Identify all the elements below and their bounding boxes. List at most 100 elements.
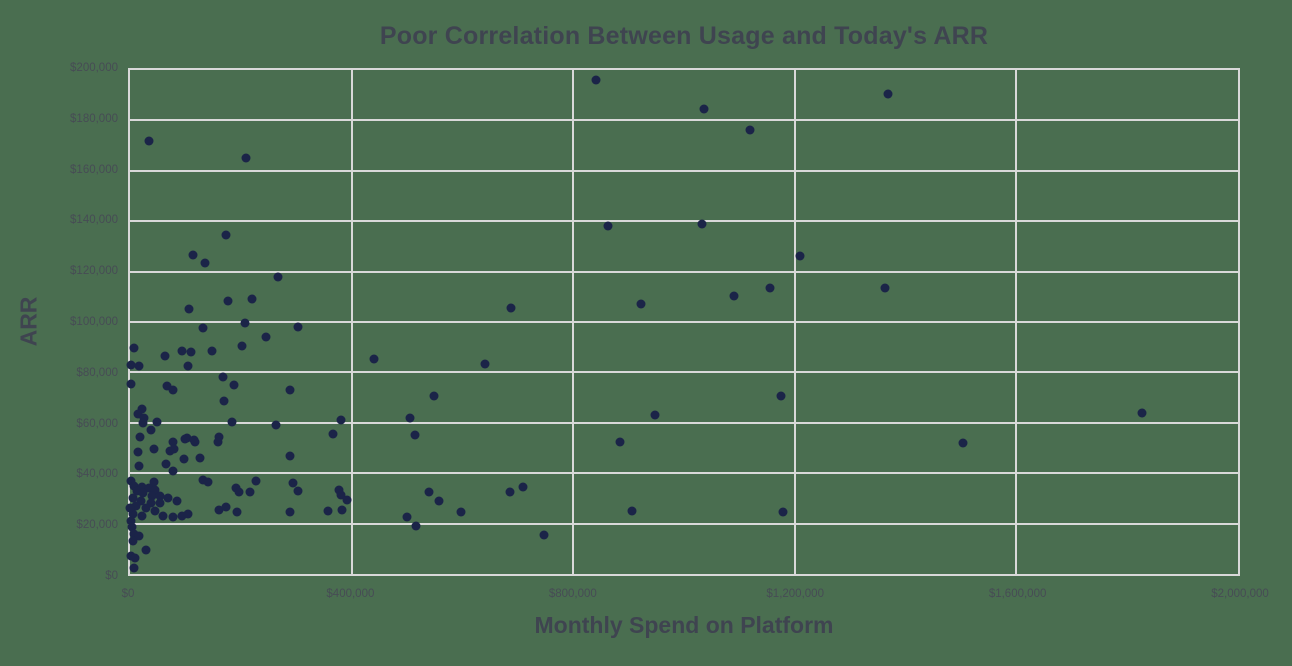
scatter-point — [232, 507, 242, 517]
scatter-point — [603, 221, 613, 231]
scatter-point — [285, 385, 295, 395]
x-axis-title: Monthly Spend on Platform — [534, 612, 834, 638]
h-gridline — [130, 119, 1238, 122]
scatter-point — [699, 104, 709, 114]
scatter-point — [158, 511, 168, 521]
scatter-point — [221, 502, 231, 512]
v-gridline — [350, 70, 353, 574]
scatter-point — [147, 491, 157, 501]
chart-title: Poor Correlation Between Usage and Today… — [379, 22, 989, 50]
scatter-point — [285, 507, 295, 517]
scatter-point — [141, 545, 150, 555]
scatter-point — [137, 482, 147, 492]
plot-area — [125, 68, 1240, 576]
y-tick-label: $180,000 — [70, 112, 118, 125]
scatter-point — [138, 418, 148, 428]
scatter-point — [183, 509, 193, 519]
scatter-point — [213, 437, 223, 447]
h-gridline — [130, 270, 1238, 273]
scatter-point — [186, 347, 196, 357]
scatter-point — [402, 512, 412, 522]
x-tick-label: $1,200,000 — [766, 588, 824, 600]
scatter-point — [128, 493, 138, 503]
scatter-point — [125, 503, 135, 513]
scatter-point — [150, 485, 160, 495]
scatter-point — [958, 438, 968, 448]
scatter-point — [198, 323, 208, 333]
scatter-point — [126, 516, 136, 526]
scatter-point — [152, 417, 162, 427]
scatter-point — [138, 488, 148, 498]
scatter-point — [293, 486, 303, 496]
scatter-point — [184, 304, 194, 314]
scatter-point — [126, 360, 136, 370]
scatter-point — [139, 413, 149, 423]
scatter-point — [214, 432, 224, 442]
scatter-point — [223, 296, 232, 306]
scatter-point — [129, 343, 139, 353]
x-tick-label: $800,000 — [548, 588, 597, 600]
y-tick-label: $120,000 — [70, 265, 118, 278]
scatter-point — [729, 291, 739, 301]
scatter-point — [155, 491, 165, 501]
scatter-point — [271, 420, 281, 430]
scatter-point — [200, 258, 210, 268]
scatter-point — [131, 501, 141, 511]
scatter-point — [150, 506, 160, 516]
scatter-point — [480, 359, 490, 369]
scatter-point — [334, 485, 344, 495]
scatter-point — [240, 318, 250, 328]
scatter-point — [880, 283, 890, 293]
v-gridline — [572, 70, 575, 574]
scatter-point — [219, 396, 229, 406]
y-tick-label: $200,000 — [70, 62, 118, 74]
scatter-point — [745, 125, 755, 135]
scatter-point — [405, 413, 415, 423]
x-tick-label: $400,000 — [326, 588, 375, 600]
scatter-point — [518, 482, 528, 492]
v-gridline — [1015, 70, 1018, 574]
scatter-point — [336, 490, 346, 500]
scatter-point — [411, 521, 421, 531]
scatter-point — [134, 531, 144, 541]
scatter-point — [293, 322, 303, 332]
scatter-point — [615, 437, 625, 447]
scatter-point — [137, 511, 147, 521]
scatter-point — [168, 466, 178, 476]
scatter-point — [241, 153, 251, 163]
h-gridline — [130, 220, 1238, 223]
scatter-point — [189, 435, 199, 445]
scatter-point — [179, 454, 189, 464]
scatter-point — [627, 506, 637, 516]
scatter-point — [883, 89, 893, 99]
scatter-point — [132, 486, 142, 496]
scatter-point — [229, 380, 239, 390]
scatter-point — [128, 536, 138, 546]
scatter-point — [177, 346, 187, 356]
h-gridline — [130, 321, 1238, 323]
y-tick-label: $60,000 — [76, 417, 118, 430]
scatter-point — [261, 332, 271, 342]
scatter-point — [128, 509, 138, 519]
v-gridline — [793, 70, 796, 574]
scatter-point — [410, 430, 420, 440]
scatter-point — [188, 250, 198, 260]
scatter-point — [429, 391, 439, 401]
scatter-point — [251, 476, 261, 486]
scatter-point — [134, 461, 144, 471]
scatter-point — [227, 417, 237, 427]
scatter-point — [203, 477, 213, 487]
scatter-point — [126, 379, 136, 389]
scatter-point — [183, 361, 193, 371]
scatter-point — [149, 477, 159, 487]
scatter-point — [129, 563, 139, 573]
scatter-point — [214, 505, 224, 515]
y-tick-label: $80,000 — [76, 366, 118, 379]
y-tick-label: $0 — [105, 570, 118, 582]
scatter-point — [342, 495, 352, 505]
scatter-point — [146, 498, 156, 508]
y-tick-label: $160,000 — [70, 163, 118, 176]
scatter-point — [323, 506, 333, 516]
scatter-point — [434, 496, 444, 506]
